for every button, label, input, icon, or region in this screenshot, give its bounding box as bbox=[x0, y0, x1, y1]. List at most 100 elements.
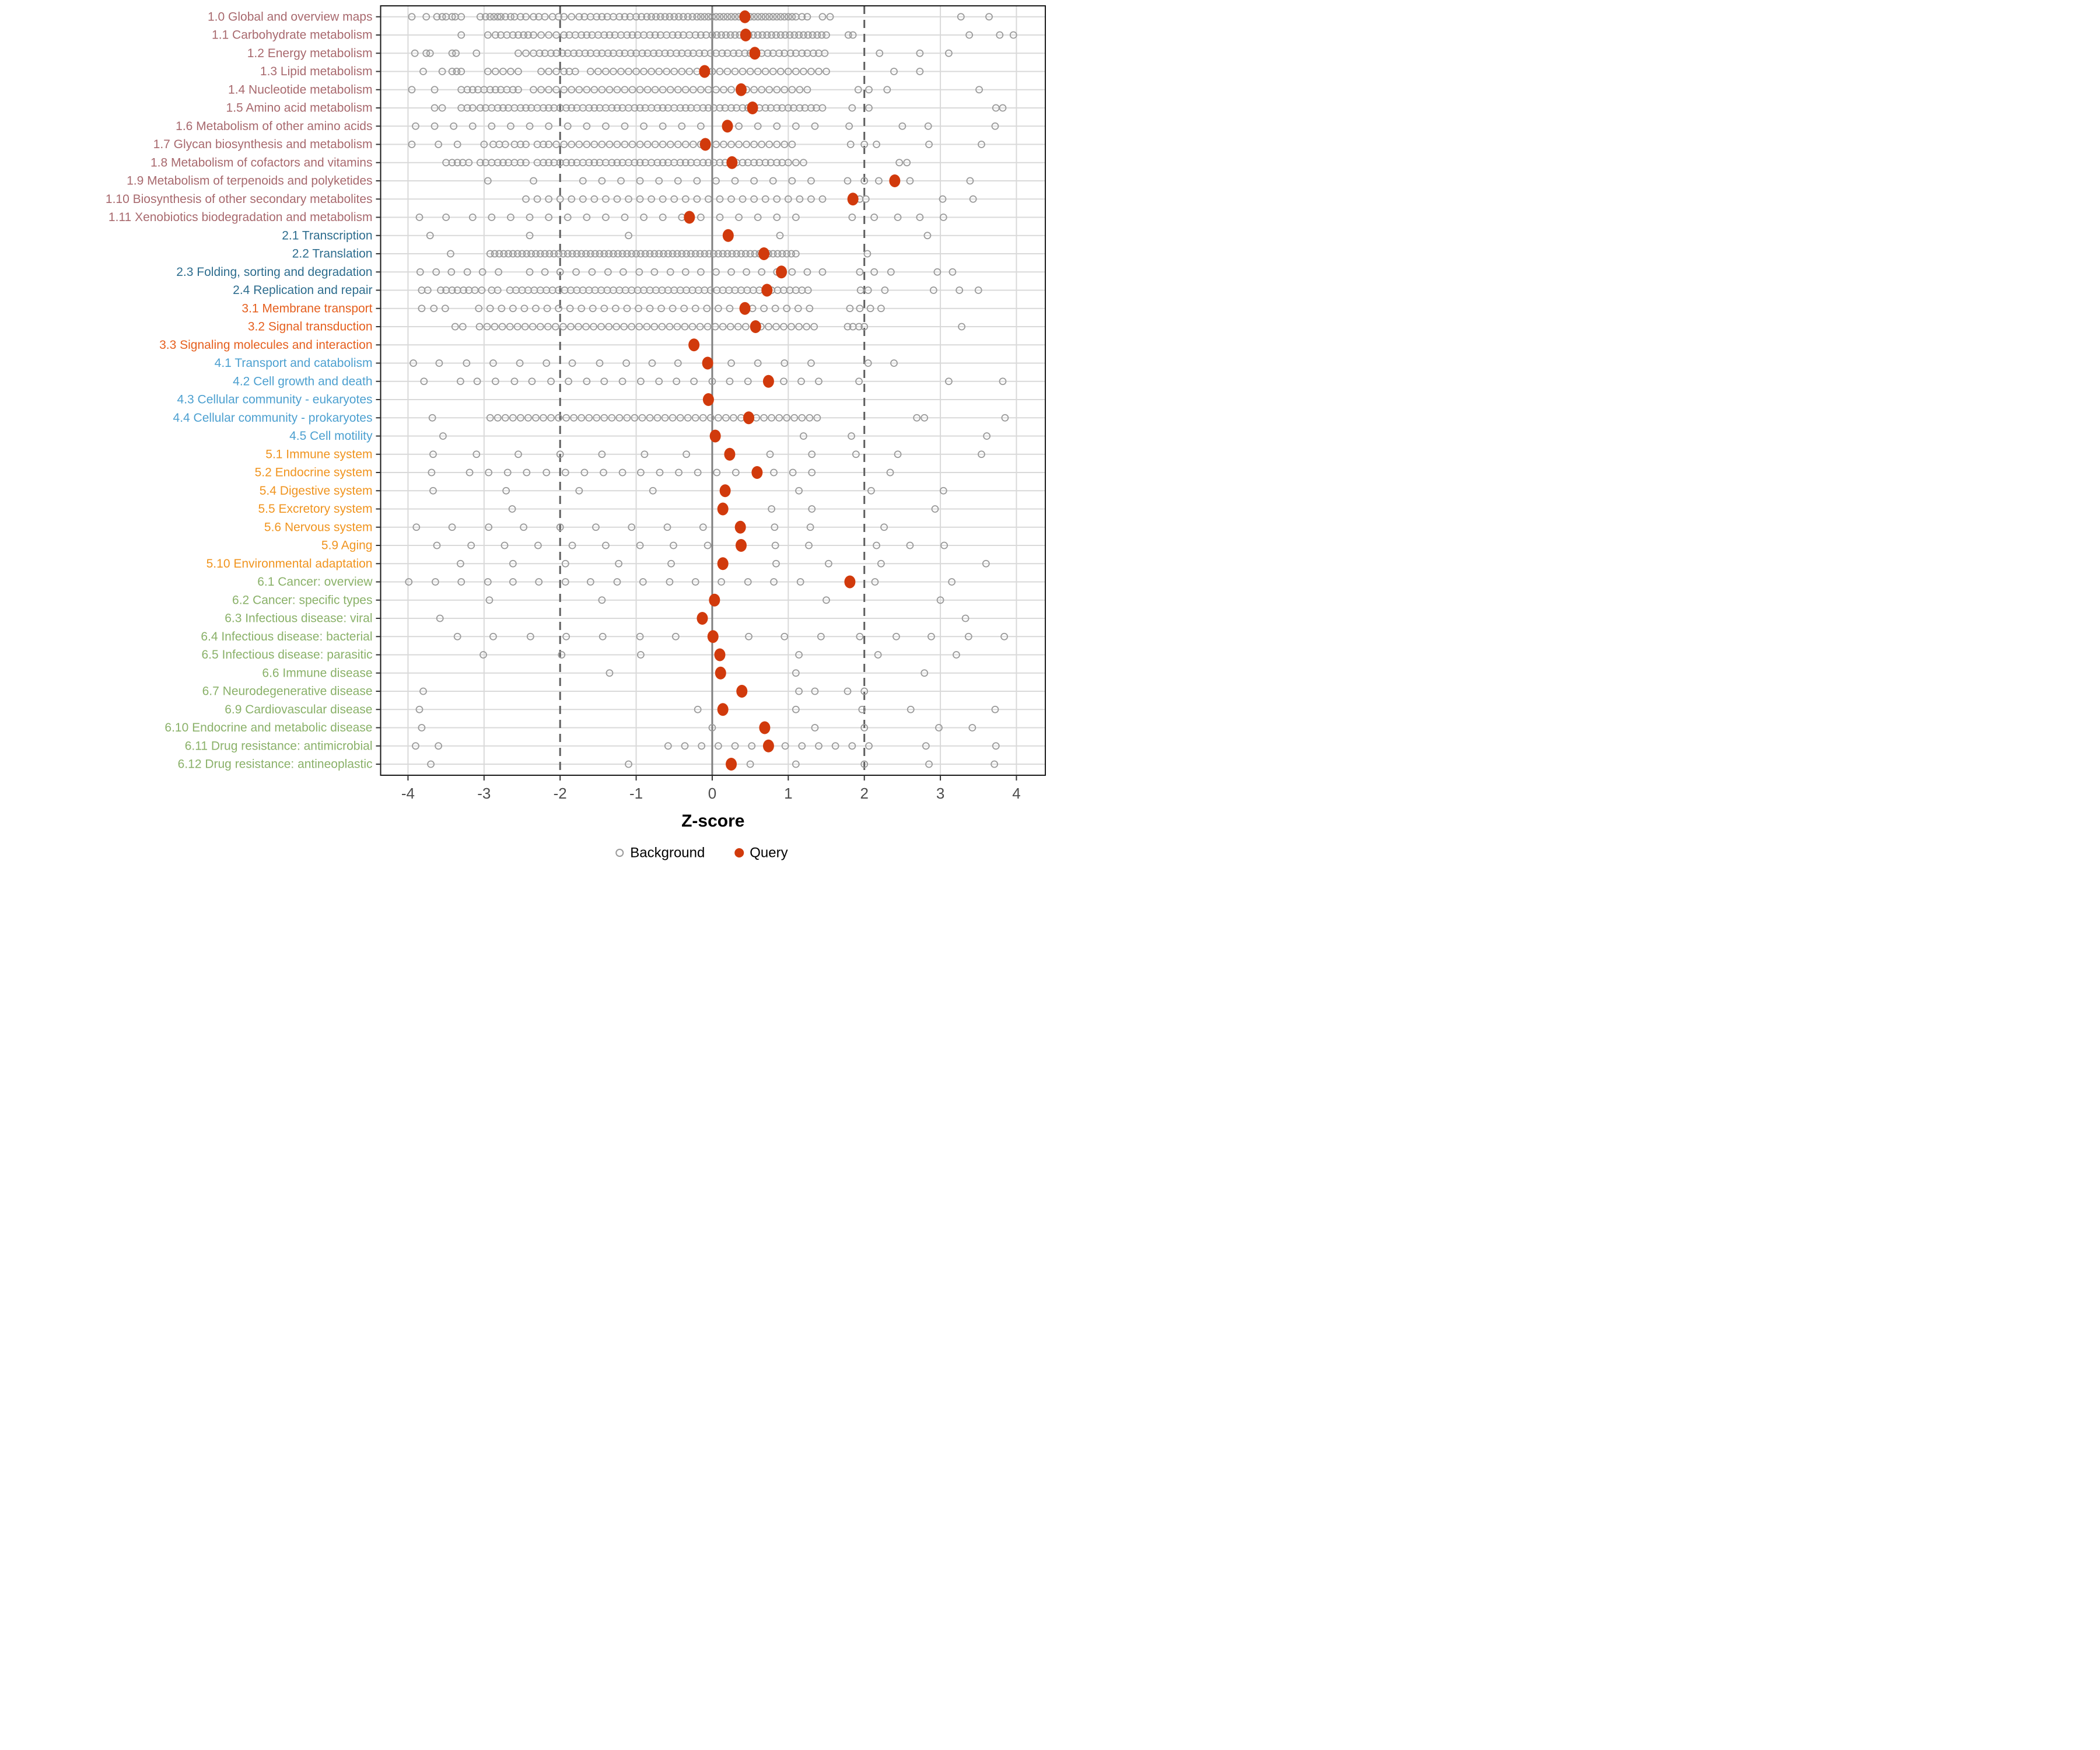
background-dot bbox=[668, 304, 677, 313]
background-dot bbox=[796, 578, 804, 586]
background-dot bbox=[623, 304, 631, 313]
background-dot bbox=[636, 141, 644, 148]
background-dot bbox=[849, 31, 857, 39]
background-dot bbox=[540, 414, 547, 422]
background-dot bbox=[653, 414, 662, 422]
category-label: 3.2 Signal transduction bbox=[248, 320, 373, 334]
background-dot bbox=[780, 13, 789, 21]
background-dot bbox=[486, 414, 494, 422]
background-dot bbox=[653, 104, 662, 112]
background-dot bbox=[494, 286, 502, 294]
background-dot bbox=[545, 122, 553, 130]
background-dots bbox=[419, 68, 924, 75]
background-dot bbox=[561, 578, 569, 586]
background-dot bbox=[670, 13, 678, 21]
background-dot bbox=[773, 141, 781, 148]
background-dot bbox=[681, 159, 690, 167]
background-dot bbox=[856, 632, 864, 640]
background-dot bbox=[865, 742, 873, 750]
background-dot bbox=[666, 86, 674, 94]
background-dot bbox=[473, 49, 481, 57]
background-dot bbox=[676, 414, 684, 422]
background-dot bbox=[772, 559, 780, 568]
background-dot bbox=[716, 195, 724, 203]
background-dot bbox=[681, 104, 690, 112]
background-dot bbox=[723, 68, 732, 75]
query-dot bbox=[699, 65, 710, 78]
background-dot bbox=[448, 13, 456, 21]
background-dot bbox=[476, 159, 484, 167]
background-dot bbox=[560, 31, 568, 39]
background-dot bbox=[559, 323, 567, 331]
query-dot bbox=[696, 612, 708, 625]
legend-background-icon bbox=[615, 849, 624, 857]
background-dot bbox=[463, 86, 471, 94]
background-dot bbox=[674, 141, 682, 148]
background-dot bbox=[453, 141, 461, 148]
background-dot bbox=[684, 13, 692, 21]
background-dot bbox=[860, 177, 869, 185]
background-dot bbox=[617, 68, 625, 75]
background-dot bbox=[547, 377, 555, 386]
background-dot bbox=[536, 323, 544, 331]
background-dot bbox=[761, 104, 769, 112]
background-dot bbox=[996, 31, 1004, 39]
background-dot bbox=[689, 86, 697, 94]
query-dot bbox=[844, 575, 856, 589]
background-dot bbox=[714, 250, 722, 258]
background-dot bbox=[696, 214, 705, 221]
background-dot bbox=[844, 323, 852, 331]
background-dots bbox=[485, 596, 944, 604]
background-dot bbox=[426, 49, 434, 57]
background-dot bbox=[797, 377, 805, 386]
background-dot bbox=[875, 177, 883, 185]
background-dot bbox=[821, 49, 829, 57]
background-dot bbox=[635, 323, 643, 331]
background-dot bbox=[818, 268, 827, 276]
background-dot bbox=[491, 377, 499, 386]
background-dot bbox=[668, 414, 677, 422]
background-dot bbox=[502, 487, 510, 495]
background-dot bbox=[583, 86, 591, 94]
background-dot bbox=[427, 760, 435, 768]
background-dot bbox=[489, 632, 497, 640]
background-dot bbox=[605, 323, 613, 331]
background-dot bbox=[442, 214, 450, 221]
background-dot bbox=[631, 159, 639, 167]
background-dot bbox=[731, 742, 739, 750]
background-dot bbox=[928, 632, 935, 640]
background-dot bbox=[543, 304, 551, 313]
query-dot bbox=[717, 703, 729, 716]
background-dot bbox=[507, 122, 514, 130]
background-dot bbox=[491, 68, 499, 75]
background-dot bbox=[561, 468, 569, 477]
background-dot bbox=[551, 323, 559, 331]
background-dot bbox=[556, 195, 564, 203]
background-dot bbox=[625, 760, 632, 768]
background-dot bbox=[648, 68, 656, 75]
x-tick-label: 1 bbox=[784, 785, 792, 802]
background-dot bbox=[513, 323, 522, 331]
background-dot bbox=[966, 177, 974, 185]
background-dot bbox=[871, 578, 879, 586]
background-dot bbox=[613, 141, 621, 148]
background-dot bbox=[712, 268, 720, 276]
background-dot bbox=[593, 13, 601, 21]
background-dot bbox=[447, 250, 454, 258]
background-dot bbox=[712, 86, 720, 94]
background-dot bbox=[651, 31, 659, 39]
background-dot bbox=[680, 13, 687, 21]
category-label: 3.1 Membrane transport bbox=[242, 302, 372, 315]
background-dot bbox=[604, 49, 612, 57]
background-dot bbox=[784, 159, 792, 167]
category-label: 2.4 Replication and repair bbox=[233, 284, 372, 297]
background-dot bbox=[540, 141, 547, 148]
background-dot bbox=[468, 214, 477, 221]
chart-canvas: 1.0 Global and overview maps 1.1 Carbohyd… bbox=[106, 5, 1046, 861]
background-dot bbox=[636, 86, 644, 94]
background-dot bbox=[494, 104, 502, 112]
background-dot bbox=[463, 104, 471, 112]
background-dot bbox=[526, 214, 534, 221]
background-dot bbox=[588, 268, 596, 276]
background-dot bbox=[754, 13, 762, 21]
